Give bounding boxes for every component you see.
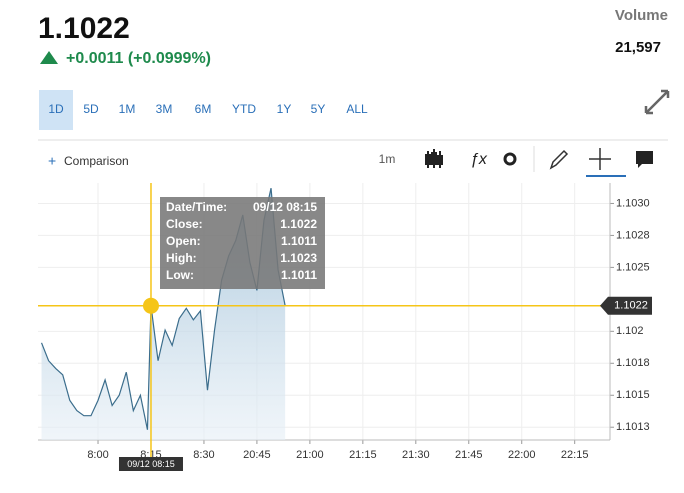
volume: 21,597 bbox=[615, 39, 661, 56]
draw-icon[interactable] bbox=[549, 149, 569, 170]
volume-label: Volume bbox=[615, 7, 668, 24]
tooltip bbox=[160, 197, 325, 289]
tooltip-value: 1.1022 bbox=[280, 217, 317, 231]
tooltip-value: 1.1011 bbox=[281, 234, 317, 248]
area bbox=[41, 188, 286, 440]
price-pill bbox=[600, 296, 652, 315]
y-tick-label: 1.1015 bbox=[616, 389, 650, 401]
range-button[interactable]: 5D bbox=[83, 102, 99, 116]
change: +0.0011 (+0.0999%) bbox=[66, 50, 211, 67]
x-tick-label: 8:00 bbox=[87, 449, 108, 461]
time-pill-label: 09/12 08:15 bbox=[127, 459, 175, 469]
comparison[interactable]: Comparison bbox=[64, 154, 129, 168]
settings-icon[interactable] bbox=[503, 152, 517, 166]
expand-icon[interactable] bbox=[644, 89, 670, 115]
tooltip-value: 1.1011 bbox=[281, 268, 317, 282]
time-pill bbox=[118, 457, 183, 471]
x-tick-label: 21:15 bbox=[349, 449, 377, 461]
range-button[interactable]: 1M bbox=[119, 102, 136, 116]
tooltip-key: Open: bbox=[166, 234, 201, 248]
price: 1.1022 bbox=[38, 12, 130, 45]
active-tool bbox=[586, 175, 626, 177]
x-tick-label: 21:00 bbox=[296, 449, 324, 461]
x-tick-label: 20:45 bbox=[243, 449, 271, 461]
crosshair-dot bbox=[142, 297, 159, 314]
comment-icon[interactable] bbox=[636, 151, 653, 168]
range-button[interactable]: 1D bbox=[48, 102, 64, 116]
plot: 1.1030 1.1028 1.1025 1.102 1.1018 1.1015 1.101… bbox=[38, 183, 652, 471]
tooltip-key: Date/Time: bbox=[166, 200, 227, 214]
tooltip-key: High: bbox=[166, 251, 197, 265]
price-pill-label: 1.1022 bbox=[614, 300, 648, 312]
tooltip-value: 1.1023 bbox=[280, 251, 317, 265]
plus[interactable]: + bbox=[48, 153, 56, 169]
active-range bbox=[39, 90, 73, 130]
fx-icon[interactable]: ƒx bbox=[470, 151, 488, 168]
x-tick-label: 8:30 bbox=[193, 449, 214, 461]
x-tick-label: 22:15 bbox=[561, 449, 589, 461]
range-button[interactable]: 3M bbox=[156, 102, 173, 116]
tooltip-value: 09/12 08:15 bbox=[253, 200, 317, 214]
x-tick-label: 21:45 bbox=[455, 449, 483, 461]
crosshair-icon[interactable] bbox=[589, 148, 611, 170]
range-button[interactable]: 1Y bbox=[277, 102, 292, 116]
up-arrow bbox=[40, 51, 58, 64]
range-button[interactable]: 6M bbox=[195, 102, 212, 116]
range-button[interactable]: ALL bbox=[346, 102, 368, 116]
range-bar: 1D 5D 1M 3M 6M YTD 1Y 5Y ALL bbox=[48, 102, 368, 116]
y-tick-label: 1.1028 bbox=[616, 229, 650, 241]
range-button[interactable]: 5Y bbox=[311, 102, 326, 116]
interval[interactable]: 1m bbox=[379, 152, 396, 166]
y-tick-label: 1.1030 bbox=[616, 197, 650, 209]
range-button[interactable]: YTD bbox=[232, 102, 256, 116]
tooltip-key: Low: bbox=[166, 268, 194, 282]
y-tick-label: 1.102 bbox=[616, 325, 644, 337]
x-tick-label: 22:00 bbox=[508, 449, 536, 461]
tooltip-key: Close: bbox=[166, 217, 203, 231]
y-tick-label: 1.1018 bbox=[616, 357, 650, 369]
x-tick-label: 21:30 bbox=[402, 449, 430, 461]
y-tick-label: 1.1013 bbox=[616, 421, 650, 433]
candle-icon[interactable] bbox=[425, 149, 443, 168]
y-tick-label: 1.1025 bbox=[616, 261, 650, 273]
